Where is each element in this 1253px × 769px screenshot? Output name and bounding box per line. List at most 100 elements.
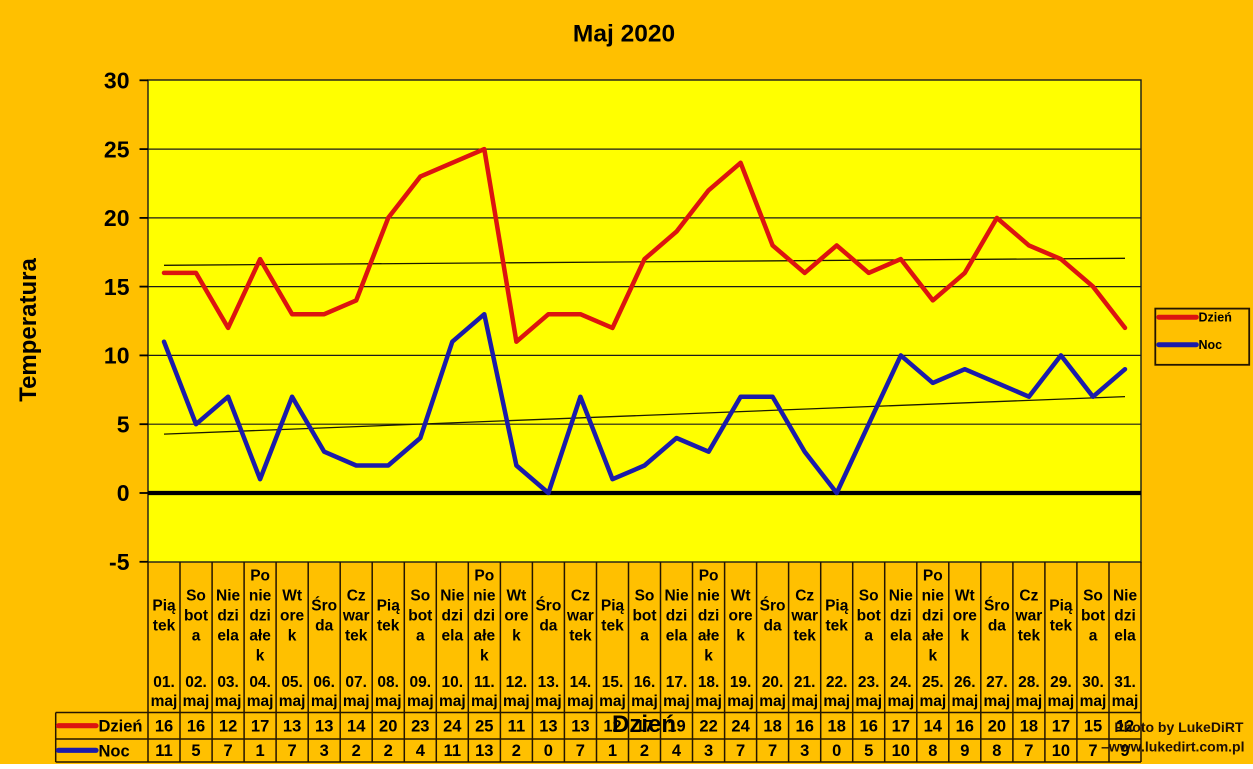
svg-text:7: 7 [768,742,777,760]
svg-text:7: 7 [736,742,745,760]
svg-text:Po: Po [474,568,494,585]
svg-text:7: 7 [224,742,233,760]
svg-text:0: 0 [544,742,553,760]
svg-text:maj: maj [951,693,978,710]
svg-text:maj: maj [215,693,242,710]
svg-text:So: So [635,588,655,605]
svg-text:25: 25 [475,718,493,736]
svg-text:a: a [640,628,649,645]
svg-text:Dzień: Dzień [612,711,676,738]
svg-text:24: 24 [443,718,462,736]
svg-text:k: k [704,648,713,665]
svg-text:k: k [736,628,745,645]
svg-text:14: 14 [924,718,943,736]
svg-text:Noc: Noc [99,742,130,760]
svg-text:03.: 03. [217,674,239,691]
svg-text:Wt: Wt [507,588,527,605]
svg-text:17: 17 [892,718,910,736]
svg-text:war: war [342,608,370,625]
svg-text:29.: 29. [1050,674,1072,691]
svg-text:war: war [566,608,594,625]
svg-text:maj: maj [695,693,722,710]
svg-text:maj: maj [407,693,434,710]
svg-text:maj: maj [599,693,626,710]
svg-text:k: k [480,648,489,665]
svg-text:dzi: dzi [890,608,912,625]
svg-text:maj: maj [1016,693,1043,710]
svg-text:a: a [1089,628,1098,645]
svg-text:ela: ela [890,628,912,645]
svg-text:20: 20 [379,718,397,736]
svg-text:8: 8 [992,742,1001,760]
svg-text:Wt: Wt [282,588,302,605]
svg-text:maj: maj [151,693,178,710]
svg-text:Po: Po [923,568,943,585]
svg-text:3: 3 [320,742,329,760]
svg-text:9: 9 [960,742,969,760]
svg-text:ore: ore [953,608,978,625]
svg-text:16: 16 [187,718,205,736]
svg-text:tek: tek [825,618,848,635]
svg-text:Photo by LukeDiRT: Photo by LukeDiRT [1114,719,1244,735]
svg-text:maj: maj [984,693,1011,710]
svg-text:12: 12 [603,718,621,736]
svg-text:maj: maj [727,693,754,710]
svg-text:16: 16 [155,718,173,736]
svg-text:Cz: Cz [795,588,814,605]
svg-text:war: war [790,608,818,625]
svg-text:maj: maj [919,693,946,710]
svg-text:4: 4 [416,742,426,760]
svg-text:05.: 05. [281,674,303,691]
svg-text:Cz: Cz [571,588,590,605]
svg-text:5: 5 [117,411,130,437]
svg-text:17: 17 [635,718,653,736]
svg-text:tek: tek [1050,618,1073,635]
svg-text:-5: -5 [109,549,130,575]
svg-text:Pią: Pią [601,598,625,615]
svg-text:Śro: Śro [984,597,1010,615]
svg-text:Nie: Nie [216,588,241,605]
svg-text:Cz: Cz [1019,588,1038,605]
svg-text:17.: 17. [666,674,688,691]
svg-text:21.: 21. [794,674,816,691]
svg-text:Cz: Cz [347,588,366,605]
svg-text:18: 18 [763,718,781,736]
svg-text:maj: maj [471,693,498,710]
svg-text:4: 4 [672,742,682,760]
svg-text:ela: ela [217,628,239,645]
svg-text:da: da [315,618,333,635]
svg-text:2: 2 [640,742,649,760]
svg-text:war: war [1015,608,1043,625]
svg-text:maj: maj [535,693,562,710]
svg-text:11.: 11. [474,674,495,691]
svg-text:08.: 08. [377,674,399,691]
svg-text:tek: tek [569,628,592,645]
svg-text:11: 11 [508,718,525,736]
svg-text:13: 13 [475,742,493,760]
svg-text:Maj 2020: Maj 2020 [573,20,675,47]
svg-text:a: a [416,628,425,645]
svg-text:13: 13 [315,718,333,736]
svg-text:1: 1 [256,742,265,760]
svg-text:25.: 25. [922,674,944,691]
svg-text:27.: 27. [986,674,1008,691]
svg-text:ore: ore [280,608,305,625]
svg-text:dzi: dzi [442,608,464,625]
svg-text:nie: nie [697,588,720,605]
svg-text:15: 15 [1084,718,1102,736]
svg-text:nie: nie [473,588,496,605]
svg-text:16: 16 [860,718,878,736]
svg-text:24: 24 [731,718,750,736]
svg-text:13: 13 [571,718,589,736]
svg-text:da: da [539,618,557,635]
svg-text:Temperatura: Temperatura [15,258,42,402]
svg-text:14.: 14. [570,674,592,691]
svg-text:8: 8 [928,742,937,760]
svg-text:dzi: dzi [217,608,239,625]
svg-text:28.: 28. [1018,674,1040,691]
svg-text:2: 2 [384,742,393,760]
svg-text:dzi: dzi [922,608,944,625]
svg-text:12: 12 [1116,718,1134,736]
svg-text:Nie: Nie [440,588,465,605]
svg-text:Wt: Wt [731,588,751,605]
